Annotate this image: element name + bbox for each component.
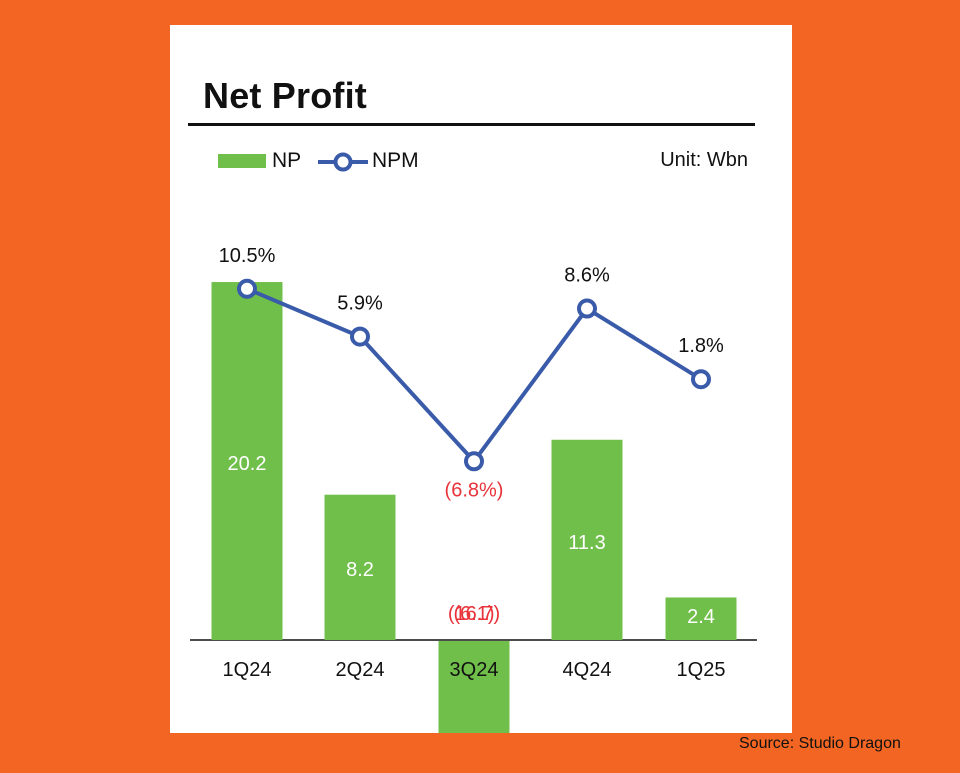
npm-point-1Q24 [237, 278, 257, 299]
bar-2Q24 [324, 494, 396, 640]
legend-np-swatch [218, 154, 266, 168]
x-tick-label: 4Q24 [563, 659, 612, 681]
bar-4Q24 [551, 439, 623, 640]
npm-value-label: 10.5% [219, 245, 276, 267]
chart-card: Net Profit NP NPM Unit: Wbn 1Q24 2Q24 3Q24… [170, 25, 792, 733]
bar-3Q24 [438, 641, 510, 733]
bar-value-label: (16.7) [448, 603, 500, 625]
legend-npm-marker-icon [318, 152, 368, 172]
source-note: Source: Studio Dragon [739, 735, 901, 752]
bar-extra-label: (6.1) [453, 603, 494, 625]
npm-point-1Q25 [691, 369, 711, 390]
npm-value-label: 5.9% [337, 293, 383, 315]
npm-point-3Q24 [464, 451, 484, 472]
bar-value-label: 11.3 [568, 532, 605, 554]
x-tick-label: 1Q24 [223, 659, 272, 681]
bar-value-label: 2.4 [687, 606, 715, 628]
chart-plot: 1Q24 2Q24 3Q24 4Q24 1Q25 20.2 8.2 (16.7) 11.3 2.4… [190, 245, 757, 733]
x-tick-label: 1Q25 [677, 659, 726, 681]
x-tick-label: 3Q24 [450, 659, 499, 681]
bar-value-label: 20.2 [228, 453, 267, 475]
legend-np-label: NP [272, 149, 302, 172]
unit-label: Unit: Wbn [660, 149, 748, 171]
bar-value-label: 8.2 [346, 559, 374, 581]
title-rule [188, 123, 755, 126]
npm-point-4Q24 [577, 298, 597, 319]
npm-line [246, 286, 703, 464]
npm-point-2Q24 [350, 326, 370, 347]
bar-1Q25 [665, 597, 737, 640]
legend-npm-label: NPM [372, 149, 419, 172]
x-tick-label: 2Q24 [336, 659, 385, 681]
chart-title: Net Profit [203, 75, 367, 116]
npm-value-label: 8.6% [564, 265, 610, 287]
npm-value-label: 1.8% [678, 335, 724, 357]
npm-value-label: (6.8%) [445, 479, 504, 501]
bar-1Q24 [211, 282, 283, 640]
